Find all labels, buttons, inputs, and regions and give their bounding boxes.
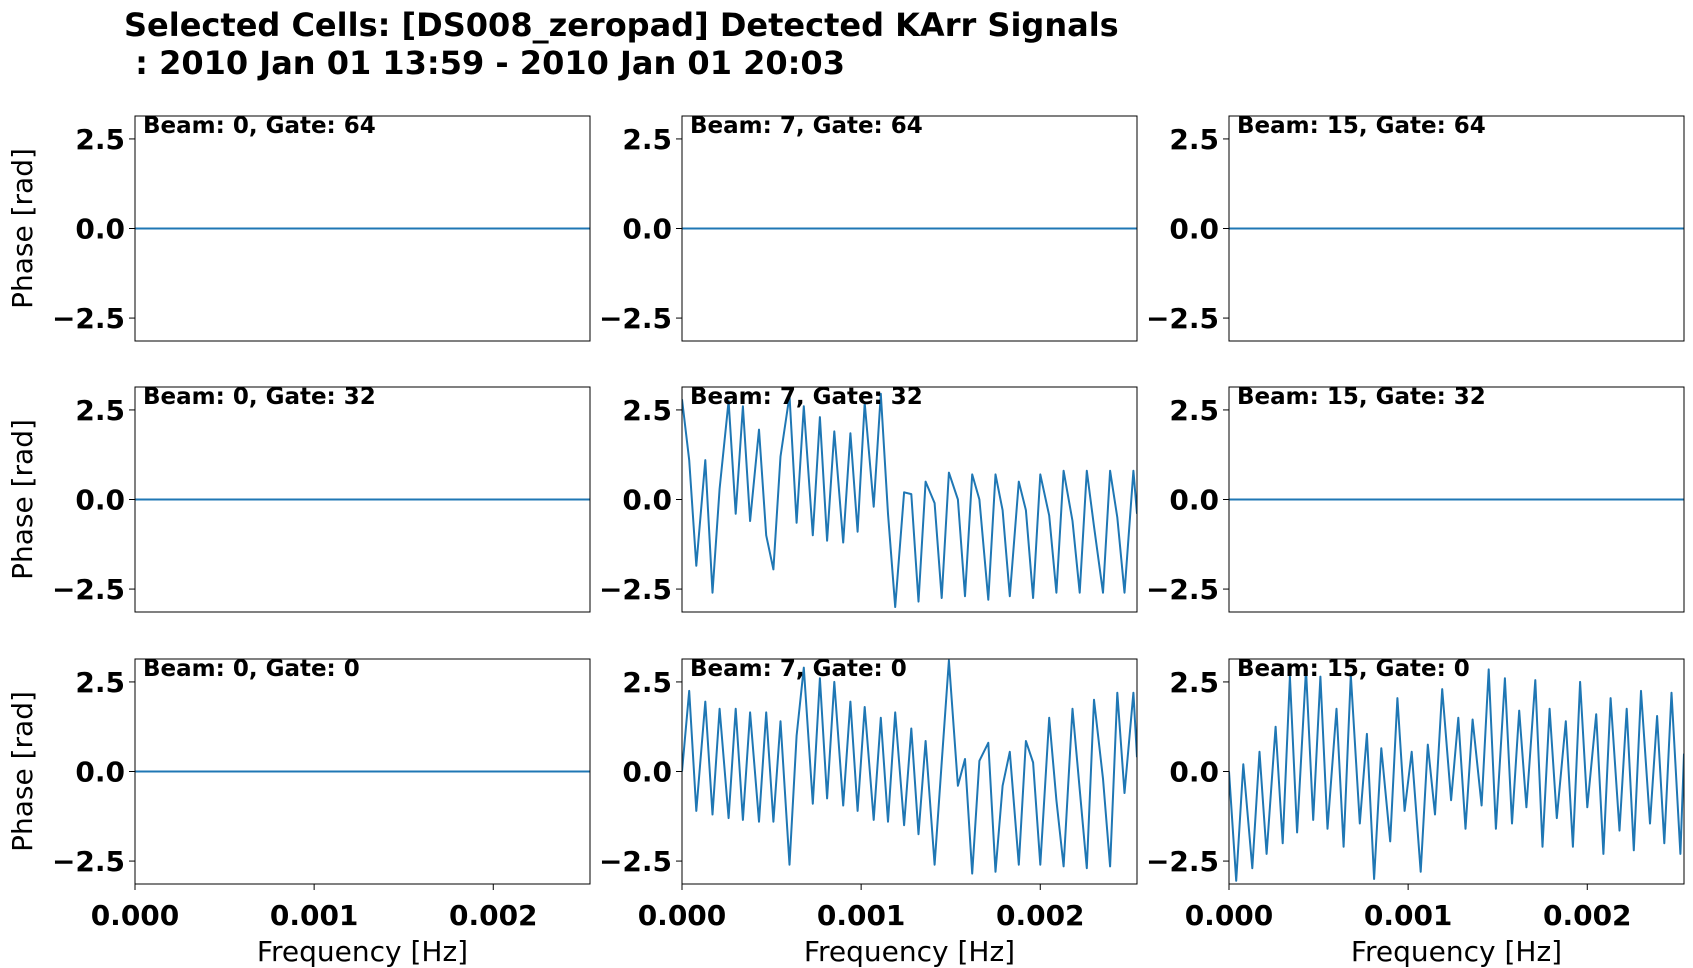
y-axis-label: Phase [rad] — [6, 148, 39, 309]
y-tick-label: 2.5 — [622, 394, 672, 427]
x-tick-label: 0.001 — [1364, 899, 1453, 932]
phase-series-line — [682, 392, 1137, 608]
subplot-6: 2.5 0.0 −2.5 Beam: 15, Gate: 32 — [1146, 384, 1685, 613]
x-tick-label: 0.000 — [638, 899, 727, 932]
cell-label: Beam: 7, Gate: 32 — [690, 384, 923, 410]
y-tick-label: 0.0 — [75, 756, 125, 789]
x-tick-label: 0.002 — [1543, 899, 1632, 932]
y-tick-label: −2.5 — [599, 302, 672, 335]
y-tick-label: 0.0 — [75, 213, 125, 246]
y-tick-label: 0.0 — [622, 213, 672, 246]
x-tick-label: 0.002 — [449, 899, 538, 932]
y-tick-label: 0.0 — [1169, 756, 1219, 789]
subplot-5: 2.5 0.0 −2.5 Beam: 7, Gate: 32 — [599, 384, 1138, 613]
y-tick-label: 0.0 — [622, 484, 672, 517]
x-tick-label: 0.002 — [996, 899, 1085, 932]
y-tick-label: 2.5 — [622, 123, 672, 156]
cell-label: Beam: 7, Gate: 0 — [690, 656, 907, 682]
y-tick-label: −2.5 — [52, 302, 125, 335]
y-tick-label: 2.5 — [1169, 666, 1219, 699]
title-line-2: : 2010 Jan 01 13:59 - 2010 Jan 01 20:03 — [124, 44, 845, 82]
subplot-1: 2.5 0.0 −2.5 Phase [rad] Beam: 0, Gate: 64 — [6, 113, 591, 342]
x-tick-label: 0.000 — [1185, 899, 1274, 932]
cell-label: Beam: 0, Gate: 64 — [143, 113, 376, 139]
cell-label: Beam: 15, Gate: 64 — [1237, 113, 1486, 139]
y-tick-label: 2.5 — [75, 123, 125, 156]
y-tick-label: 0.0 — [75, 484, 125, 517]
subplot-2: 2.5 0.0 −2.5 Beam: 7, Gate: 64 — [599, 113, 1138, 342]
cell-label: Beam: 15, Gate: 32 — [1237, 384, 1486, 410]
y-tick-label: −2.5 — [52, 573, 125, 606]
y-tick-label: 0.0 — [1169, 484, 1219, 517]
x-axis-label: Frequency [Hz] — [804, 935, 1015, 968]
y-tick-label: −2.5 — [599, 573, 672, 606]
y-tick-label: 0.0 — [622, 756, 672, 789]
y-tick-label: −2.5 — [52, 845, 125, 878]
x-tick-label: 0.000 — [91, 899, 180, 932]
y-tick-label: 2.5 — [75, 394, 125, 427]
cell-label: Beam: 0, Gate: 0 — [143, 656, 360, 682]
x-axis-label: Frequency [Hz] — [257, 935, 468, 968]
x-tick-label: 0.001 — [270, 899, 359, 932]
y-tick-label: −2.5 — [599, 845, 672, 878]
y-axis-label: Phase [rad] — [6, 419, 39, 580]
y-tick-label: 2.5 — [622, 666, 672, 699]
y-tick-label: −2.5 — [1146, 845, 1219, 878]
y-tick-label: 2.5 — [1169, 123, 1219, 156]
y-tick-label: −2.5 — [1146, 302, 1219, 335]
y-tick-label: 2.5 — [1169, 394, 1219, 427]
y-tick-label: 2.5 — [75, 666, 125, 699]
phase-series-line — [1229, 668, 1684, 882]
cell-label: Beam: 0, Gate: 32 — [143, 384, 376, 410]
subplot-4: 2.5 0.0 −2.5 Phase [rad] Beam: 0, Gate: 32 — [6, 384, 591, 613]
x-axis-label: Frequency [Hz] — [1351, 935, 1562, 968]
title-line-1: Selected Cells: [DS008_zeropad] Detected… — [124, 6, 1119, 44]
y-axis-label: Phase [rad] — [6, 691, 39, 852]
x-tick-label: 0.001 — [817, 899, 906, 932]
cell-label: Beam: 7, Gate: 64 — [690, 113, 923, 139]
phase-series-line — [682, 659, 1137, 875]
y-tick-label: −2.5 — [1146, 573, 1219, 606]
cell-label: Beam: 15, Gate: 0 — [1237, 656, 1470, 682]
figure-title: Selected Cells: [DS008_zeropad] Detected… — [124, 6, 1119, 82]
y-tick-label: 0.0 — [1169, 213, 1219, 246]
subplot-3: 2.5 0.0 −2.5 Beam: 15, Gate: 64 — [1146, 113, 1685, 342]
